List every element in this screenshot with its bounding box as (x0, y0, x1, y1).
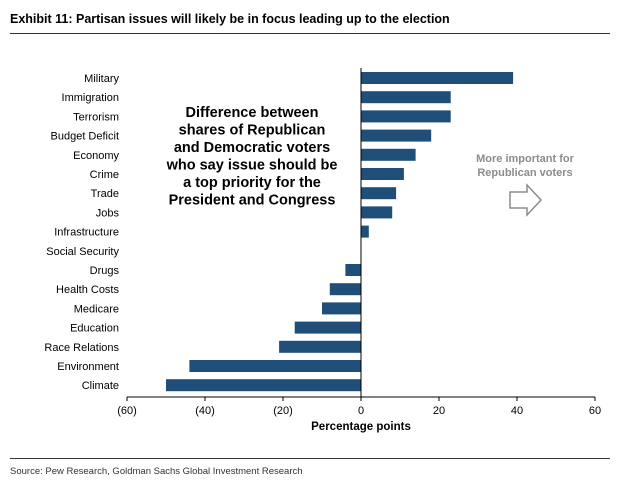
bar-jobs (361, 206, 393, 219)
category-label: Medicare (74, 303, 119, 315)
category-label: Jobs (96, 207, 120, 219)
category-label: Health Costs (56, 284, 119, 296)
annotation-line: who say issue should be (166, 158, 338, 174)
side-annotation-line: More important for (476, 153, 574, 165)
category-label: Budget Deficit (51, 131, 119, 143)
category-label: Economy (73, 150, 119, 162)
annotation-line: shares of Republican (179, 123, 326, 139)
top-divider (10, 33, 610, 34)
x-tick-label: 20 (433, 405, 445, 417)
category-labels: Military Immigration Terrorism Budget Defic… (44, 73, 119, 392)
bar-trade (361, 187, 397, 200)
x-tick-label: 60 (589, 405, 601, 417)
bar-education (294, 321, 361, 334)
x-tick-label: 40 (511, 405, 523, 417)
x-axis-label: Percentage points (311, 421, 411, 433)
category-label: Drugs (90, 265, 120, 277)
exhibit-title: Exhibit 11: Partisan issues will likely … (10, 12, 450, 26)
category-label: Social Security (46, 246, 119, 258)
bar-immigration (361, 91, 451, 104)
bar-environment (189, 360, 361, 372)
category-label: Race Relations (44, 342, 119, 354)
annotation-line: President and Congress (169, 193, 336, 209)
category-label: Trade (91, 188, 119, 200)
x-tick-label: (40) (195, 405, 215, 417)
bar-race-relations (279, 340, 361, 353)
category-label: Climate (82, 380, 119, 392)
x-tick-label: 0 (358, 405, 364, 417)
annotation-line: and Democratic voters (174, 140, 330, 156)
bar-climate (166, 379, 361, 392)
bar-medicare (322, 302, 361, 315)
chart-annotation-side: More important for Republican voters (476, 153, 574, 179)
bars-group (166, 72, 514, 392)
category-label: Environment (57, 361, 119, 373)
bar-crime (361, 168, 404, 180)
source-note: Source: Pew Research, Goldman Sachs Glob… (10, 466, 303, 477)
right-arrow-icon (509, 183, 543, 217)
x-axis: (60) (40) (20) 0 20 40 60 (117, 68, 601, 417)
category-label: Infrastructure (54, 227, 119, 239)
bar-infrastructure (361, 225, 369, 238)
category-label: Military (84, 73, 119, 85)
annotation-line: Difference between (186, 105, 319, 121)
category-label: Terrorism (73, 111, 119, 123)
bar-health-costs (329, 283, 361, 296)
bar-military (361, 72, 514, 84)
bar-drugs (345, 264, 361, 276)
x-tick-label: (60) (117, 405, 137, 417)
bar-economy (361, 148, 416, 161)
bar-terrorism (361, 110, 451, 123)
bottom-divider (10, 458, 610, 459)
category-label: Immigration (62, 92, 119, 104)
category-label: Crime (90, 169, 119, 181)
chart-annotation-main: Difference between shares of Republicanan… (166, 105, 338, 209)
side-annotation-line: Republican voters (477, 167, 572, 179)
annotation-line: a top priority for the (183, 175, 321, 191)
category-label: Education (70, 323, 119, 335)
x-tick-label: (20) (273, 405, 293, 417)
bar-budget-deficit (361, 129, 432, 142)
